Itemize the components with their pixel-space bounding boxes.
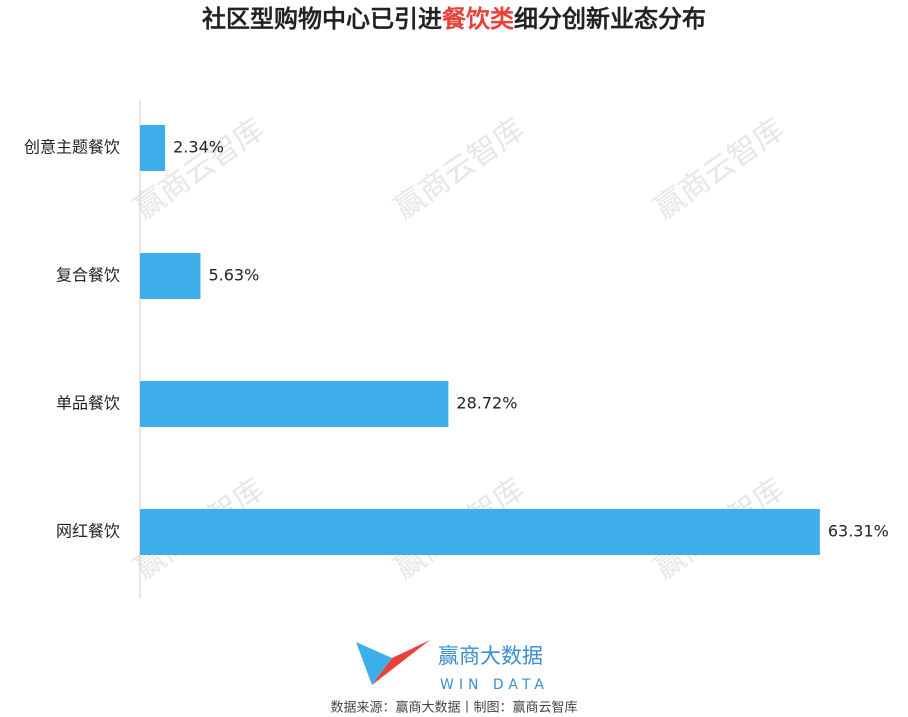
title-prefix: 社区型购物中心已引进 bbox=[202, 5, 442, 33]
bar bbox=[140, 125, 166, 171]
y-tick-label: 复合餐饮 bbox=[56, 266, 120, 285]
logo-left bbox=[356, 642, 392, 685]
value-label: 63.31% bbox=[828, 522, 889, 541]
value-label: 28.72% bbox=[456, 394, 517, 413]
watermark: 赢商云智库 bbox=[648, 112, 791, 227]
logo-sub: WIN DATA bbox=[440, 677, 549, 693]
title-suffix: 细分创新业态分布 bbox=[514, 5, 706, 33]
logo-name: 赢商大数据 bbox=[438, 644, 543, 668]
value-label: 2.34% bbox=[173, 138, 224, 157]
value-label: 5.63% bbox=[208, 266, 259, 285]
logo-right bbox=[372, 640, 430, 685]
watermark: 赢商云智库 bbox=[388, 112, 531, 227]
y-tick-label: 网红餐饮 bbox=[56, 522, 120, 541]
title-highlight: 餐饮类 bbox=[442, 5, 515, 33]
y-tick-label: 创意主题餐饮 bbox=[24, 138, 120, 157]
logo bbox=[356, 640, 430, 685]
bar bbox=[140, 509, 820, 555]
bar bbox=[140, 381, 449, 427]
source: 数据来源：赢商大数据丨制图：赢商云智库 bbox=[330, 700, 577, 716]
chart-title: 社区型购物中心已引进餐饮类细分创新业态分布 bbox=[202, 5, 706, 33]
y-tick-label: 单品餐饮 bbox=[56, 394, 120, 413]
bar bbox=[140, 253, 201, 299]
